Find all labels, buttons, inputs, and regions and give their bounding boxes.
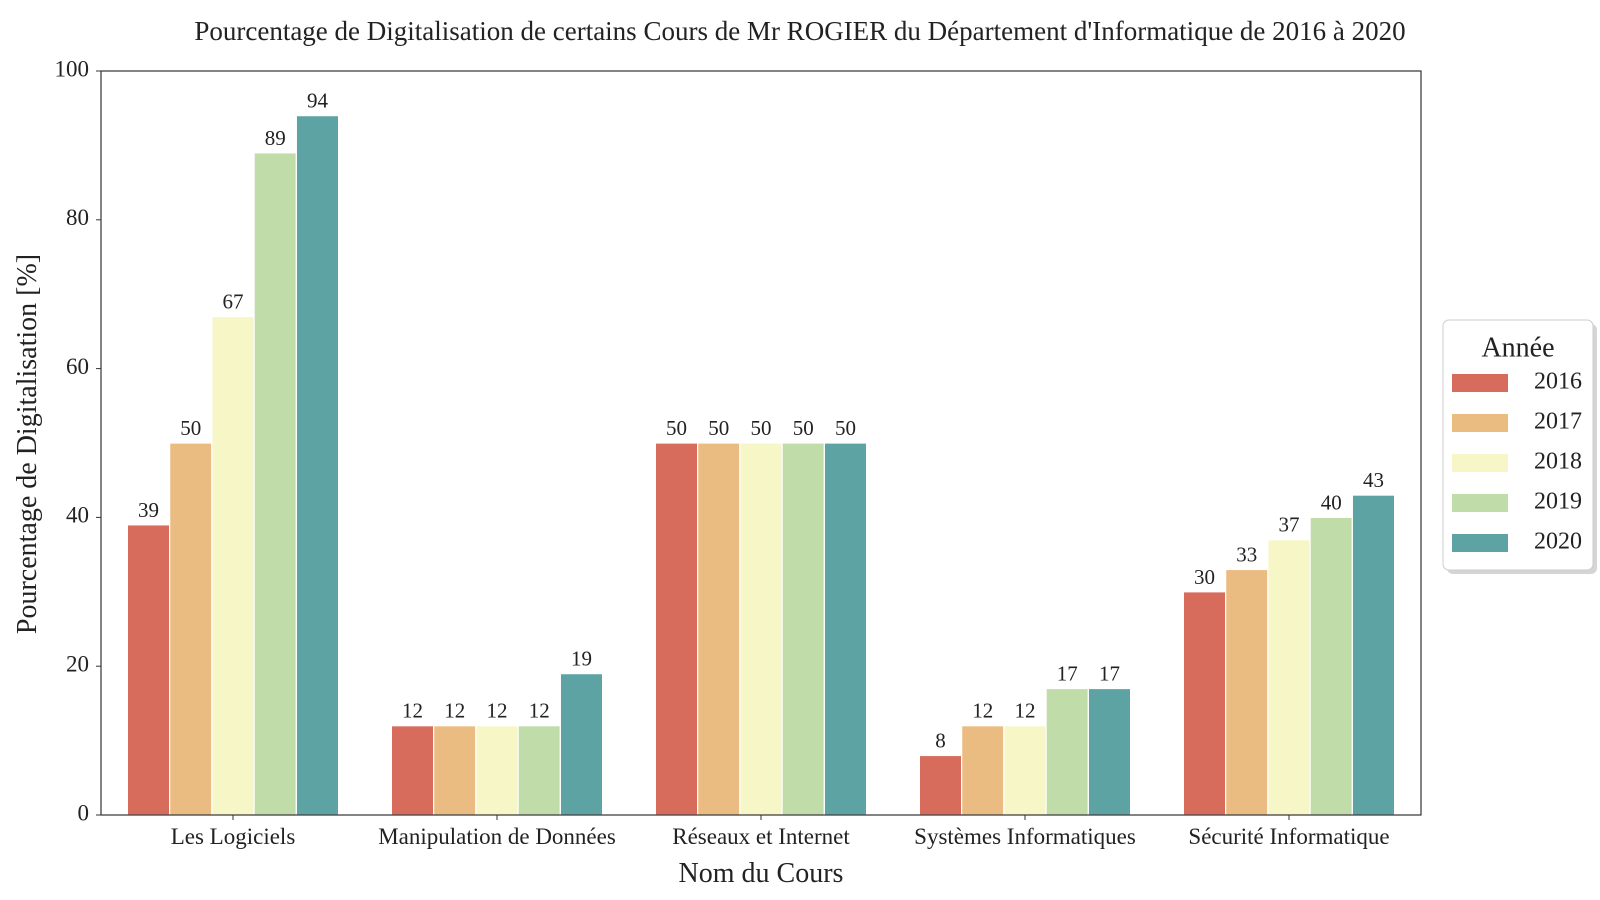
data-label-2018-4: 12 bbox=[1015, 699, 1036, 723]
data-label-2017-3: 50 bbox=[708, 416, 729, 440]
bar-2016-1 bbox=[126, 524, 171, 816]
data-label-2020-1: 94 bbox=[307, 89, 329, 113]
data-label-2016-5: 30 bbox=[1194, 565, 1215, 589]
legend-label-2019: 2019 bbox=[1534, 489, 1582, 515]
bar-2017-2 bbox=[433, 725, 477, 816]
data-label-2017-5: 33 bbox=[1236, 542, 1257, 566]
data-label-2019-5: 40 bbox=[1321, 490, 1342, 514]
legend-label-2020: 2020 bbox=[1534, 529, 1582, 555]
bar-2016-4 bbox=[918, 754, 963, 816]
legend-label-2018: 2018 bbox=[1534, 449, 1582, 475]
bar-2018-1 bbox=[211, 315, 255, 816]
data-label-2017-4: 12 bbox=[972, 699, 993, 723]
legend-swatch-2018 bbox=[1452, 454, 1508, 472]
bar-2016-2 bbox=[390, 725, 435, 816]
legend-swatch-2019 bbox=[1452, 494, 1508, 512]
x-tick-label: Les Logiciels bbox=[171, 824, 296, 849]
y-tick-label: 0 bbox=[78, 800, 90, 825]
data-label-2018-5: 37 bbox=[1279, 513, 1300, 537]
bar-2018-4 bbox=[1003, 725, 1047, 816]
legend-swatch-2020 bbox=[1452, 534, 1508, 552]
x-axis-label: Nom du Cours bbox=[679, 858, 844, 889]
data-label-2019-1: 89 bbox=[265, 126, 286, 150]
data-label-2018-1: 67 bbox=[223, 290, 244, 314]
bar-2016-5 bbox=[1182, 591, 1227, 816]
legend-swatch-2016 bbox=[1452, 374, 1508, 392]
y-tick-label: 100 bbox=[55, 56, 90, 81]
legend-label-2017: 2017 bbox=[1534, 409, 1582, 435]
legend: Année 2016 2017 2018 2019 2020 bbox=[1442, 319, 1597, 574]
y-tick-label: 40 bbox=[66, 503, 89, 528]
data-labels-group: 39 50 67 89 94 12 12 12 12 19 50 50 50 50 50 8 12 12 17 17 3… bbox=[138, 89, 1384, 753]
y-axis-label: Pourcentage de Digitalisation [%] bbox=[12, 254, 43, 634]
data-label-2020-2: 19 bbox=[571, 647, 592, 671]
x-axis-ticks: Les Logiciels Manipulation de Données Rése… bbox=[171, 815, 1390, 849]
bar-2017-1 bbox=[169, 442, 213, 816]
bar-2020-3 bbox=[823, 442, 868, 816]
legend-title: Année bbox=[1481, 332, 1554, 363]
y-tick-label: 20 bbox=[66, 651, 89, 676]
bar-2018-3 bbox=[739, 442, 783, 816]
chart-title: Pourcentage de Digitalisation de certain… bbox=[194, 16, 1405, 46]
x-tick-label: Manipulation de Données bbox=[378, 824, 616, 849]
data-label-2017-1: 50 bbox=[180, 416, 201, 440]
data-label-2020-4: 17 bbox=[1099, 662, 1120, 686]
data-label-2016-2: 12 bbox=[402, 699, 423, 723]
data-label-2018-2: 12 bbox=[487, 699, 508, 723]
data-label-2016-3: 50 bbox=[666, 416, 687, 440]
x-tick-label: Sécurité Informatique bbox=[1188, 824, 1389, 849]
data-label-2019-3: 50 bbox=[793, 416, 814, 440]
data-label-2019-2: 12 bbox=[529, 699, 550, 723]
x-tick-label: Réseaux et Internet bbox=[672, 824, 850, 849]
bar-2019-5 bbox=[1309, 516, 1353, 816]
bar-2019-4 bbox=[1045, 687, 1089, 816]
legend-items: 2016 2017 2018 2019 2020 bbox=[1452, 369, 1582, 555]
data-label-2019-4: 17 bbox=[1057, 662, 1078, 686]
bar-2020-4 bbox=[1087, 687, 1132, 816]
bar-2016-3 bbox=[654, 442, 699, 816]
data-label-2016-4: 8 bbox=[935, 728, 946, 752]
bar-2020-2 bbox=[559, 673, 604, 816]
bar-2019-1 bbox=[253, 152, 297, 816]
bars-group bbox=[126, 115, 1396, 816]
data-label-2018-3: 50 bbox=[751, 416, 772, 440]
bar-2018-5 bbox=[1267, 539, 1311, 816]
bar-2019-3 bbox=[781, 442, 825, 816]
bar-2018-2 bbox=[475, 725, 519, 816]
data-label-2020-3: 50 bbox=[835, 416, 856, 440]
data-label-2017-2: 12 bbox=[444, 699, 465, 723]
bar-2017-3 bbox=[697, 442, 741, 816]
y-axis-ticks: 0 20 40 60 80 100 bbox=[55, 56, 101, 825]
legend-label-2016: 2016 bbox=[1534, 369, 1582, 395]
legend-swatch-2017 bbox=[1452, 414, 1508, 432]
data-label-2020-5: 43 bbox=[1363, 468, 1384, 492]
bar-2017-5 bbox=[1225, 568, 1269, 816]
y-tick-label: 60 bbox=[66, 354, 89, 379]
data-label-2016-1: 39 bbox=[138, 498, 159, 522]
bar-2020-5 bbox=[1351, 494, 1396, 816]
x-tick-label: Systèmes Informatiques bbox=[914, 824, 1136, 849]
y-tick-label: 80 bbox=[66, 205, 89, 230]
bar-2019-2 bbox=[517, 725, 561, 816]
bar-2020-1 bbox=[295, 115, 340, 816]
bar-2017-4 bbox=[961, 725, 1005, 816]
